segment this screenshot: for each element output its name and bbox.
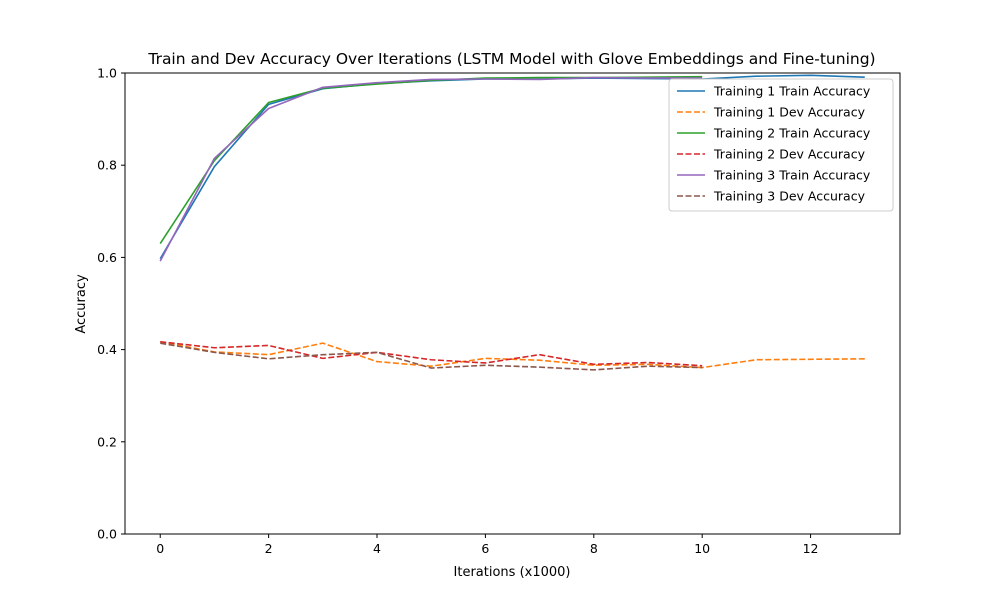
legend-label: Training 2 Train Accuracy [713,126,871,141]
y-tick-label: 0.6 [97,250,117,265]
legend-label: Training 2 Dev Accuracy [713,147,866,162]
series-line-6 [160,342,703,371]
axis-ticks: 0 2 4 6 8 10 12 0.0 0.2 0.4 0.6 0.8 1.0 [97,66,818,557]
x-axis-label: Iterations (x1000) [454,565,571,580]
legend-label: Training 1 Dev Accuracy [713,105,866,120]
y-tick-label: 0.2 [97,434,117,449]
y-tick-label: 0.4 [97,342,117,357]
legend: Training 1 Train Accuracy Training 1 Dev … [668,78,894,212]
legend-box [668,78,894,212]
legend-label: Training 1 Train Accuracy [713,84,871,99]
x-tick-label: 8 [590,541,598,556]
x-tick-label: 12 [803,541,819,556]
plot-lines [159,74,865,371]
plot-frame [124,72,901,535]
y-tick-label: 0.0 [97,527,117,542]
series-line-4 [160,340,703,367]
y-tick-label: 1.0 [97,66,117,81]
series-line-3 [159,75,703,245]
x-tick-label: 2 [265,541,273,556]
x-tick-label: 10 [694,541,710,556]
series-line-5 [159,76,703,262]
x-tick-label: 0 [156,541,164,556]
legend-label: Training 3 Dev Accuracy [713,189,866,204]
chart-title: Train and Dev Accuracy Over Iterations (… [147,50,875,68]
y-tick-label: 0.8 [97,158,117,173]
y-axis-label: Accuracy [74,274,89,334]
x-tick-label: 4 [373,541,381,556]
x-tick-label: 6 [481,541,489,556]
series-line-2 [160,340,865,369]
legend-label: Training 3 Train Accuracy [713,168,871,183]
